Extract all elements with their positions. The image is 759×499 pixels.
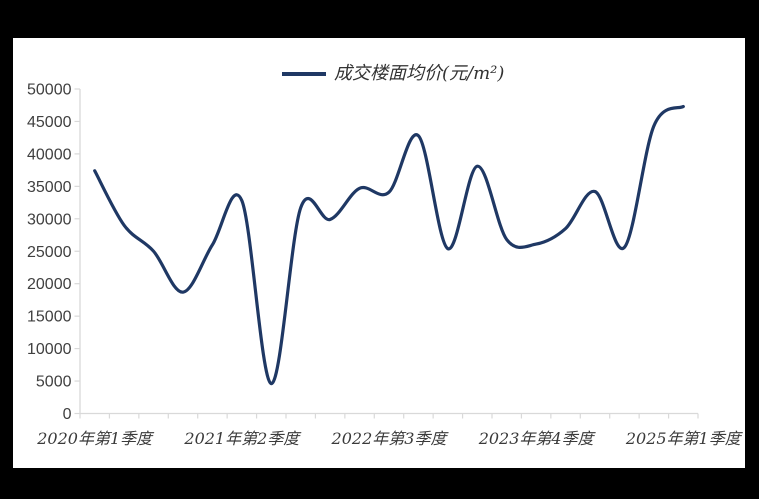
y-axis-label: 0 xyxy=(63,406,72,423)
y-axis-label: 40000 xyxy=(27,146,72,163)
x-axis-label: 2025年第1季度 xyxy=(625,429,744,448)
line-chart: 0 5000 10000 15000 20000 25000 30000 35000 40000… xyxy=(27,82,744,449)
y-axis-label: 20000 xyxy=(27,276,72,293)
y-axis-label: 25000 xyxy=(27,244,72,261)
chart-canvas: 0 5000 10000 15000 20000 25000 30000 35000 40000… xyxy=(13,38,745,468)
y-axis-label: 50000 xyxy=(27,82,72,99)
x-axis-label: 2022年第3季度 xyxy=(331,429,450,448)
y-axis-label: 15000 xyxy=(27,309,72,326)
y-axis-label: 30000 xyxy=(27,211,72,228)
x-axis-label: 2021年第2季度 xyxy=(183,429,302,448)
y-axis-label: 45000 xyxy=(27,114,72,131)
x-axis-label: 2023年第4季度 xyxy=(478,429,597,448)
y-axis-label: 35000 xyxy=(27,179,72,196)
y-axis-label: 5000 xyxy=(36,374,72,391)
x-axis-label: 2020年第1季度 xyxy=(36,429,155,448)
y-axis-label: 10000 xyxy=(27,341,72,358)
price-line-series xyxy=(93,104,685,386)
